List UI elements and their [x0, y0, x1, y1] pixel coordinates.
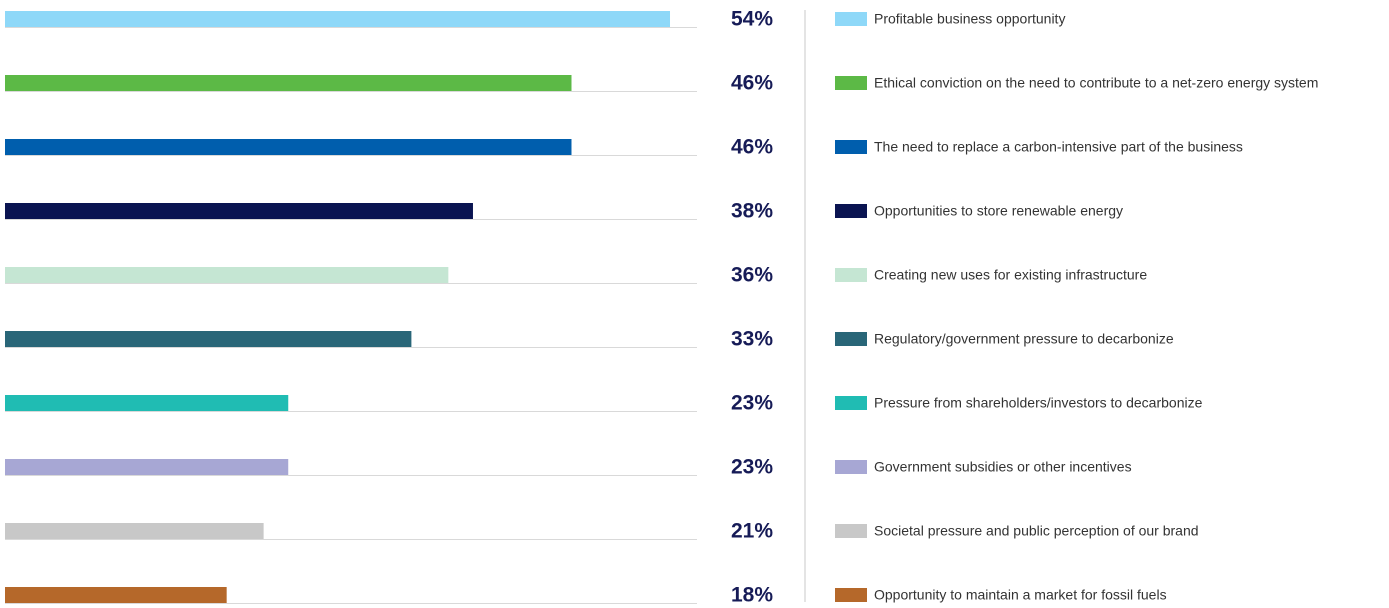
legend-label: Opportunity to maintain a market for fos…: [874, 587, 1167, 603]
legend-swatch: [835, 12, 867, 26]
legend-label: Profitable business opportunity: [874, 11, 1065, 27]
value-label: 23%: [731, 392, 773, 415]
legend-swatch: [835, 140, 867, 154]
legend-label: Creating new uses for existing infrastru…: [874, 267, 1147, 283]
value-label: 33%: [731, 328, 773, 351]
legend-swatch: [835, 460, 867, 474]
legend-swatch: [835, 524, 867, 538]
legend-label: Opportunities to store renewable energy: [874, 203, 1123, 219]
bar: [5, 11, 671, 27]
value-label: 46%: [731, 136, 773, 159]
legend-swatch: [835, 76, 867, 90]
value-label: 36%: [731, 264, 773, 287]
legend-swatch: [835, 396, 867, 410]
legend-swatch: [835, 588, 867, 602]
bar: [5, 267, 449, 283]
value-label: 54%: [731, 8, 773, 31]
legend-swatch: [835, 268, 867, 282]
bar: [5, 395, 289, 411]
legend-label: The need to replace a carbon-intensive p…: [874, 139, 1243, 155]
legend-label: Pressure from shareholders/investors to …: [874, 395, 1203, 411]
bar: [5, 331, 412, 347]
legend-label: Societal pressure and public perception …: [874, 523, 1199, 539]
legend-label: Ethical conviction on the need to contri…: [874, 75, 1318, 91]
bar: [5, 587, 227, 603]
legend-label: Regulatory/government pressure to decarb…: [874, 331, 1174, 347]
value-label: 38%: [731, 200, 773, 223]
value-label: 21%: [731, 520, 773, 543]
value-label: 23%: [731, 456, 773, 479]
bar: [5, 75, 572, 91]
bar: [5, 523, 264, 539]
value-label: 46%: [731, 72, 773, 95]
value-label: 18%: [731, 584, 773, 607]
bar: [5, 203, 473, 219]
bar: [5, 459, 289, 475]
bar: [5, 139, 572, 155]
legend-swatch: [835, 204, 867, 218]
legend-swatch: [835, 332, 867, 346]
legend-label: Government subsidies or other incentives: [874, 459, 1132, 475]
